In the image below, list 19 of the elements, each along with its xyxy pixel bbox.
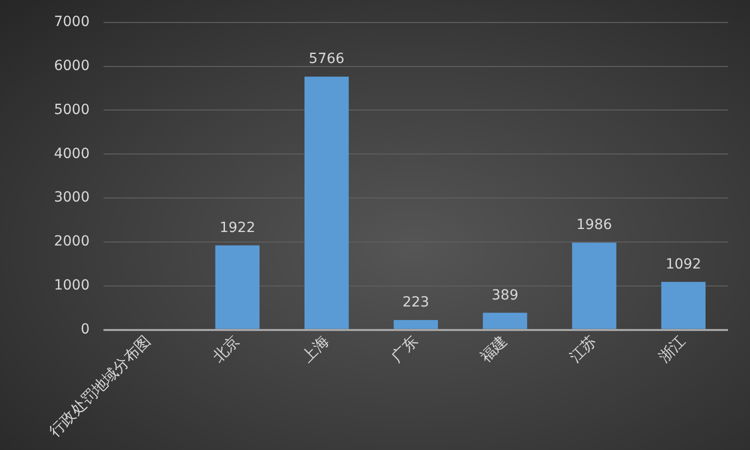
- y-tick-label: 2000: [54, 234, 90, 250]
- data-label: 5766: [308, 51, 345, 68]
- data-label: 1986: [576, 217, 612, 234]
- x-tick-label: 上海: [298, 332, 332, 366]
- y-tick-label: 3000: [54, 190, 90, 206]
- y-tick-label: 4000: [54, 146, 90, 162]
- x-tick-label: 广东: [388, 332, 422, 366]
- y-tick-label: 6000: [54, 58, 90, 74]
- y-tick-label: 5000: [54, 102, 90, 118]
- y-tick-label: 7000: [54, 14, 90, 30]
- x-tick-label: 浙江: [656, 332, 690, 366]
- data-label: 389: [492, 287, 518, 304]
- x-tick-label: 北京: [210, 332, 244, 366]
- x-tick-label: 江苏: [566, 332, 600, 366]
- x-tick-label: 福建: [477, 332, 511, 366]
- data-label: 223: [402, 294, 430, 311]
- data-label: 1922: [220, 220, 256, 236]
- y-tick-label: 1000: [54, 278, 90, 294]
- data-label: 1092: [666, 256, 702, 272]
